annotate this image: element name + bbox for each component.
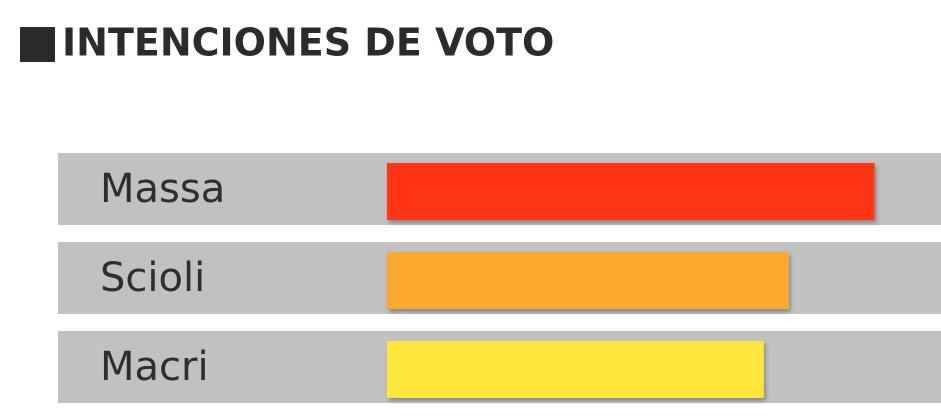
bar xyxy=(387,252,789,309)
title-icon xyxy=(20,27,55,62)
bar xyxy=(387,163,875,220)
category-label: Massa xyxy=(100,166,225,212)
bar xyxy=(387,341,764,398)
category-label: Macri xyxy=(100,344,209,390)
chart-title: INTENCIONES DE VOTO xyxy=(62,21,554,65)
category-label: Scioli xyxy=(100,255,205,301)
